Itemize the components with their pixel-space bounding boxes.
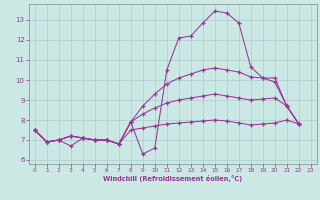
X-axis label: Windchill (Refroidissement éolien,°C): Windchill (Refroidissement éolien,°C) xyxy=(103,175,243,182)
